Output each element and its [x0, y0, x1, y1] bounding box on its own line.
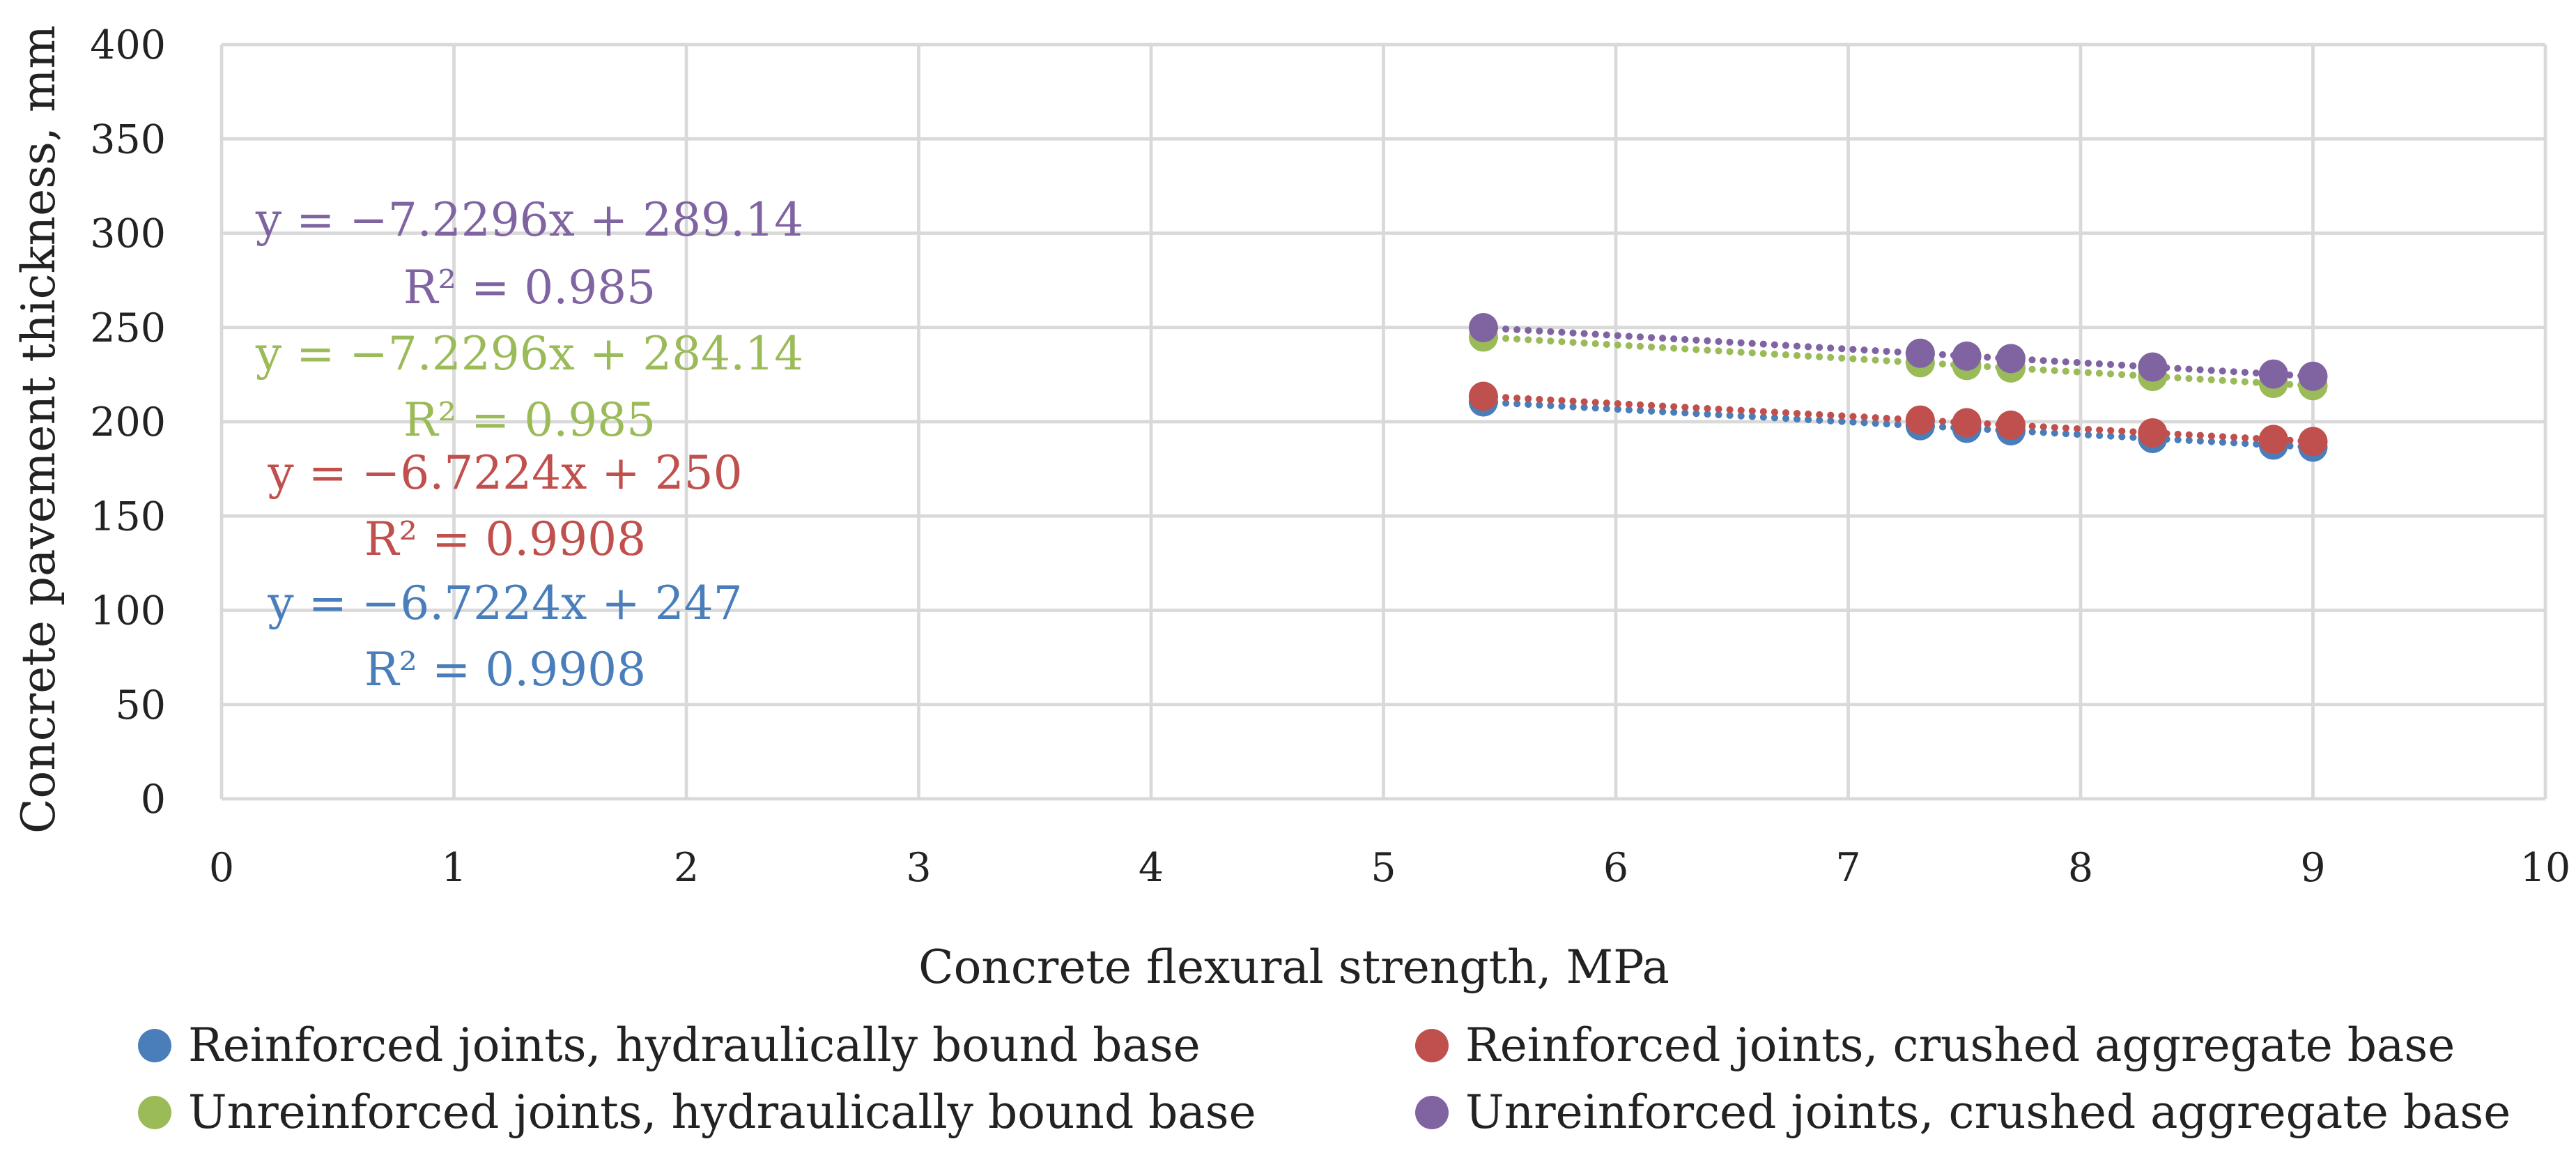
x-tick-label: 10	[2520, 845, 2571, 891]
legend-marker	[1415, 1029, 1449, 1062]
x-tick-label: 6	[1603, 845, 1628, 891]
trendline-series-4	[1479, 324, 2317, 380]
data-point-series-4	[1996, 344, 2026, 374]
tick-labels: 0 50 100 150 200 250 300 350 400 0 1 2 3 4 5 6 7 8 9 10	[90, 22, 2570, 891]
x-tick-label: 7	[1835, 845, 1860, 891]
trendline-r2-series-1: R² = 0.9908	[364, 643, 646, 696]
data-points	[1468, 313, 2328, 462]
legend-marker	[1415, 1096, 1449, 1129]
trendline-series-1	[1479, 398, 2317, 451]
data-point-series-4	[2298, 361, 2328, 391]
legend: Reinforced joints, hydraulically bound b…	[138, 1018, 2511, 1139]
trendline-r2-series-3: R² = 0.985	[403, 393, 656, 447]
trendlines	[1479, 324, 2317, 451]
x-axis-title: Concrete flexural strength, MPa	[918, 940, 1669, 994]
y-tick-label: 250	[90, 305, 166, 351]
y-tick-label: 300	[90, 211, 166, 257]
trendline-equation-series-2: y = −6.7224x + 250	[267, 446, 742, 500]
y-tick-label: 350	[90, 116, 166, 162]
legend-label: Reinforced joints, crushed aggregate bas…	[1465, 1018, 2455, 1072]
x-tick-label: 8	[2068, 845, 2093, 891]
trendline-equation-series-4: y = −7.2296x + 289.14	[255, 193, 803, 247]
data-point-series-4	[1468, 313, 1498, 343]
trendline-r2-series-4: R² = 0.985	[403, 261, 656, 314]
data-point-series-2	[1468, 381, 1498, 411]
y-tick-label: 200	[90, 399, 166, 445]
trendline-labels: y = −6.7224x + 247 R² = 0.9908 y = −6.7224…	[255, 193, 803, 696]
data-point-series-4	[2258, 359, 2288, 389]
y-tick-label: 0	[141, 777, 166, 823]
trendline-equation-series-3: y = −7.2296x + 284.14	[255, 327, 803, 381]
legend-item: Unreinforced joints, hydraulically bound…	[138, 1085, 1256, 1139]
legend-item: Reinforced joints, hydraulically bound b…	[138, 1018, 1201, 1072]
data-point-series-4	[1952, 341, 1982, 371]
data-point-series-4	[1905, 338, 1935, 368]
y-axis-title: Concrete pavement thickness, mm	[12, 25, 65, 834]
y-tick-label: 150	[90, 494, 166, 540]
data-point-series-2	[1996, 410, 2026, 440]
x-tick-label: 5	[1371, 845, 1396, 891]
data-point-series-2	[1952, 408, 1982, 438]
legend-label: Unreinforced joints, hydraulically bound…	[188, 1085, 1256, 1139]
legend-item: Unreinforced joints, crushed aggregate b…	[1415, 1085, 2511, 1139]
legend-label: Unreinforced joints, crushed aggregate b…	[1465, 1085, 2511, 1139]
trendline-equation-series-1: y = −6.7224x + 247	[267, 576, 742, 630]
data-point-series-2	[2138, 418, 2168, 448]
data-point-series-2	[2298, 427, 2328, 457]
legend-marker	[138, 1029, 171, 1062]
legend-item: Reinforced joints, crushed aggregate bas…	[1415, 1018, 2455, 1072]
trendline-series-2	[1479, 392, 2317, 445]
trendline-series-3	[1479, 333, 2317, 390]
trendline-r2-series-2: R² = 0.9908	[364, 512, 646, 566]
legend-marker	[138, 1096, 171, 1129]
x-tick-label: 4	[1139, 845, 1164, 891]
x-tick-label: 0	[209, 845, 234, 891]
y-tick-label: 100	[90, 588, 166, 634]
grid	[219, 43, 2547, 801]
x-tick-label: 2	[674, 845, 699, 891]
x-tick-label: 9	[2300, 845, 2325, 891]
x-tick-label: 3	[906, 845, 931, 891]
x-tick-label: 1	[441, 845, 466, 891]
legend-label: Reinforced joints, hydraulically bound b…	[188, 1018, 1201, 1072]
data-point-series-4	[2138, 352, 2168, 382]
y-tick-label: 400	[90, 22, 166, 68]
data-point-series-2	[2258, 425, 2288, 454]
y-tick-label: 50	[115, 682, 166, 728]
data-point-series-2	[1905, 405, 1935, 435]
